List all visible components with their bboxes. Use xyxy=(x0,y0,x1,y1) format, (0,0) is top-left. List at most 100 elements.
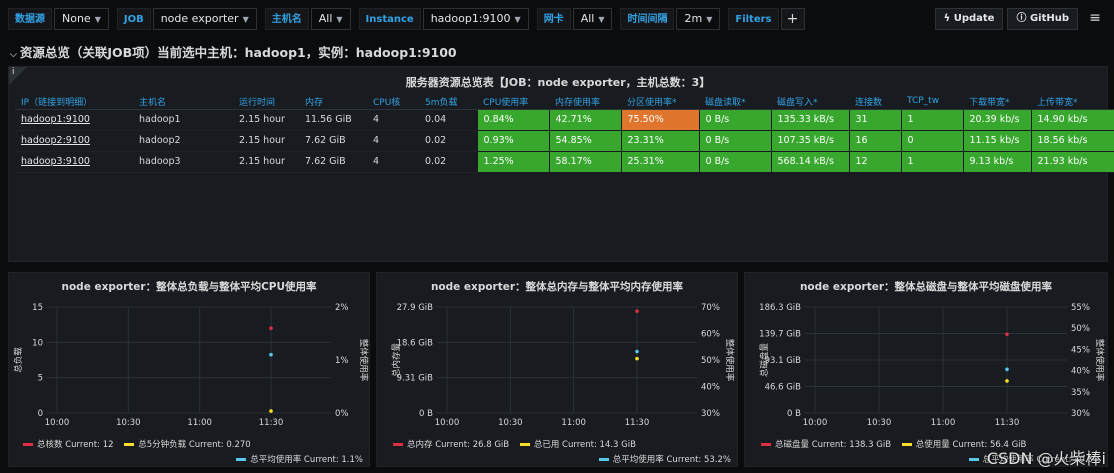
legend-swatch xyxy=(761,443,771,446)
github-button[interactable]: ⓘ GitHub xyxy=(1007,8,1078,30)
legend-item[interactable]: 总平均使用率 Current: 40.3% xyxy=(968,455,1102,465)
y-left-tick: 0 B xyxy=(787,409,801,419)
col-header[interactable]: 分区使用率* xyxy=(621,94,699,110)
y-left-tick: 18.6 GiB xyxy=(397,338,434,348)
interval-select[interactable]: 2m ▼ xyxy=(676,8,721,30)
legend-item[interactable]: 总已用 Current: 14.3 GiB xyxy=(519,440,636,450)
legend-item[interactable]: 总磁盘量 Current: 138.3 GiB xyxy=(761,440,891,450)
y-right-tick: 2% xyxy=(335,303,349,313)
chevron-down-icon: ▼ xyxy=(514,15,521,24)
col-header[interactable]: 下载带宽* xyxy=(963,94,1031,110)
cell: 31 xyxy=(848,108,902,131)
col-header[interactable]: 上传带宽* xyxy=(1031,94,1114,110)
col-header[interactable]: 磁盘读取* xyxy=(699,94,771,110)
legend-item[interactable]: 总5分钟负载 Current: 0.270 xyxy=(124,440,251,450)
y-right-tick: 30% xyxy=(701,409,720,419)
data-point xyxy=(269,409,273,413)
cell: 0 xyxy=(900,129,964,152)
col-header[interactable]: 运行时间 xyxy=(233,94,299,110)
y-right-tick: 55% xyxy=(1071,303,1090,313)
col-header[interactable]: 连接数 xyxy=(849,94,901,110)
job-select[interactable]: node exporter ▼ xyxy=(152,8,257,30)
x-tick: 11:30 xyxy=(995,418,1020,428)
x-tick: 11:00 xyxy=(561,418,586,428)
data-point xyxy=(1005,379,1009,383)
legend-item[interactable]: 总平均使用率 Current: 1.1% xyxy=(236,455,363,465)
legend-item[interactable]: 总核数 Current: 12 xyxy=(23,440,114,450)
cell: 1.25% xyxy=(476,150,550,173)
legend-item[interactable]: 总平均使用率 Current: 53.2% xyxy=(598,455,731,465)
col-header[interactable]: IP（链接到明细） xyxy=(15,94,133,110)
cell: 7.62 GiB xyxy=(299,151,367,173)
legend-current: Current: 1.1% xyxy=(303,455,363,465)
toolbar-actions: ϟ Update ⓘ GitHub ≡ xyxy=(931,8,1108,30)
legend-current: Current: 40.3% xyxy=(1036,455,1102,465)
update-button[interactable]: ϟ Update xyxy=(934,8,1004,30)
legend-current: Current: 26.8 GiB xyxy=(435,440,510,450)
y-left-label: 总内存量 xyxy=(391,343,402,378)
y-right-tick: 40% xyxy=(701,383,720,393)
ip-link[interactable]: hadoop2:9100 xyxy=(21,135,90,146)
var-label-datasource: 数据源 xyxy=(8,8,52,30)
y-left-tick: 27.9 GiB xyxy=(397,303,434,313)
update-label: Update xyxy=(953,13,995,24)
data-point xyxy=(269,326,273,330)
x-tick: 10:00 xyxy=(803,418,828,428)
info-circle-icon: ⓘ xyxy=(1016,13,1030,24)
legend-name: 总已用 xyxy=(533,440,560,450)
y-right-tick: 60% xyxy=(701,330,720,340)
legend-swatch xyxy=(901,443,912,446)
legend-item[interactable]: 总使用量 Current: 56.4 GiB xyxy=(901,440,1026,450)
x-tick: 10:00 xyxy=(45,418,70,428)
panel-info-corner[interactable]: i xyxy=(9,67,27,85)
datasource-select[interactable]: None ▼ xyxy=(54,8,109,30)
var-label-instance: Instance xyxy=(358,8,421,30)
col-header[interactable]: 内存使用率 xyxy=(549,94,621,110)
chart-title: node exporter：整体总负载与整体平均CPU使用率 xyxy=(61,281,317,293)
x-tick: 10:30 xyxy=(867,418,892,428)
cell: 107.35 kB/s xyxy=(770,129,850,152)
cell: 18.56 kb/s xyxy=(1030,129,1114,152)
y-left-label: 总磁盘量 xyxy=(759,343,770,378)
row-title[interactable]: ⌵ 资源总览（关联JOB项）当前选中主机：hadoop1，实例：hadoop1:9… xyxy=(10,42,457,61)
cell: hadoop3 xyxy=(133,151,233,173)
var-label-hostname: 主机名 xyxy=(264,8,309,30)
col-header[interactable]: 5m负载 xyxy=(419,94,477,110)
cell: 58.17% xyxy=(548,150,622,173)
col-header[interactable]: CPU核 xyxy=(367,94,419,110)
disk-chart: 186.3 GiB 139.7 GiB 93.1 GiB 46.6 GiB 0 B 55%… xyxy=(759,303,1105,428)
x-tick: 11:30 xyxy=(625,418,650,428)
y-left-tick: 93.1 GiB xyxy=(765,356,802,366)
menu-icon[interactable]: ≡ xyxy=(1089,10,1101,26)
legend-name: 总5分钟负载 xyxy=(138,440,187,450)
col-header[interactable]: CPU使用率 xyxy=(477,94,549,110)
disk-chart-panel: node exporter：整体总磁盘与整体平均磁盘使用率 186.3 GiB 1… xyxy=(744,272,1108,467)
col-header[interactable]: 主机名 xyxy=(133,94,233,110)
y-right-tick: 40% xyxy=(1071,367,1090,377)
ip-link[interactable]: hadoop1:9100 xyxy=(21,114,90,125)
cell: hadoop2 xyxy=(133,130,233,152)
add-filter-button[interactable]: + xyxy=(780,8,805,30)
col-header[interactable]: 磁盘写入* xyxy=(771,94,849,110)
cell: 75.50% xyxy=(620,108,700,131)
y-right-tick: 1% xyxy=(335,356,349,366)
instance-select[interactable]: hadoop1:9100 ▼ xyxy=(422,8,529,30)
legend-current: Current: 14.3 GiB xyxy=(562,440,636,450)
memory-chart-panel: node exporter：整体总内存与整体平均内存使用率 27.9 GiB 18… xyxy=(376,272,738,467)
data-point xyxy=(635,356,639,361)
hostname-value: All xyxy=(318,12,333,25)
col-header[interactable]: TCP_tw xyxy=(901,94,963,110)
ip-link[interactable]: hadoop3:9100 xyxy=(21,156,90,167)
y-left-tick: 9.31 GiB xyxy=(397,374,434,384)
cell: 2.15 hour xyxy=(233,151,299,173)
cell: 0.02 xyxy=(419,130,477,152)
legend-item[interactable]: 总内存 Current: 26.8 GiB xyxy=(393,440,509,450)
data-point xyxy=(1005,332,1009,337)
hostname-select[interactable]: All ▼ xyxy=(310,8,351,30)
cell: 4 xyxy=(367,151,419,173)
legend-swatch xyxy=(23,443,33,446)
y-right-tick: 30% xyxy=(1071,409,1090,419)
y-right-tick: 50% xyxy=(1071,324,1090,334)
col-header[interactable]: 内存 xyxy=(299,94,367,110)
nic-select[interactable]: All ▼ xyxy=(572,8,613,30)
